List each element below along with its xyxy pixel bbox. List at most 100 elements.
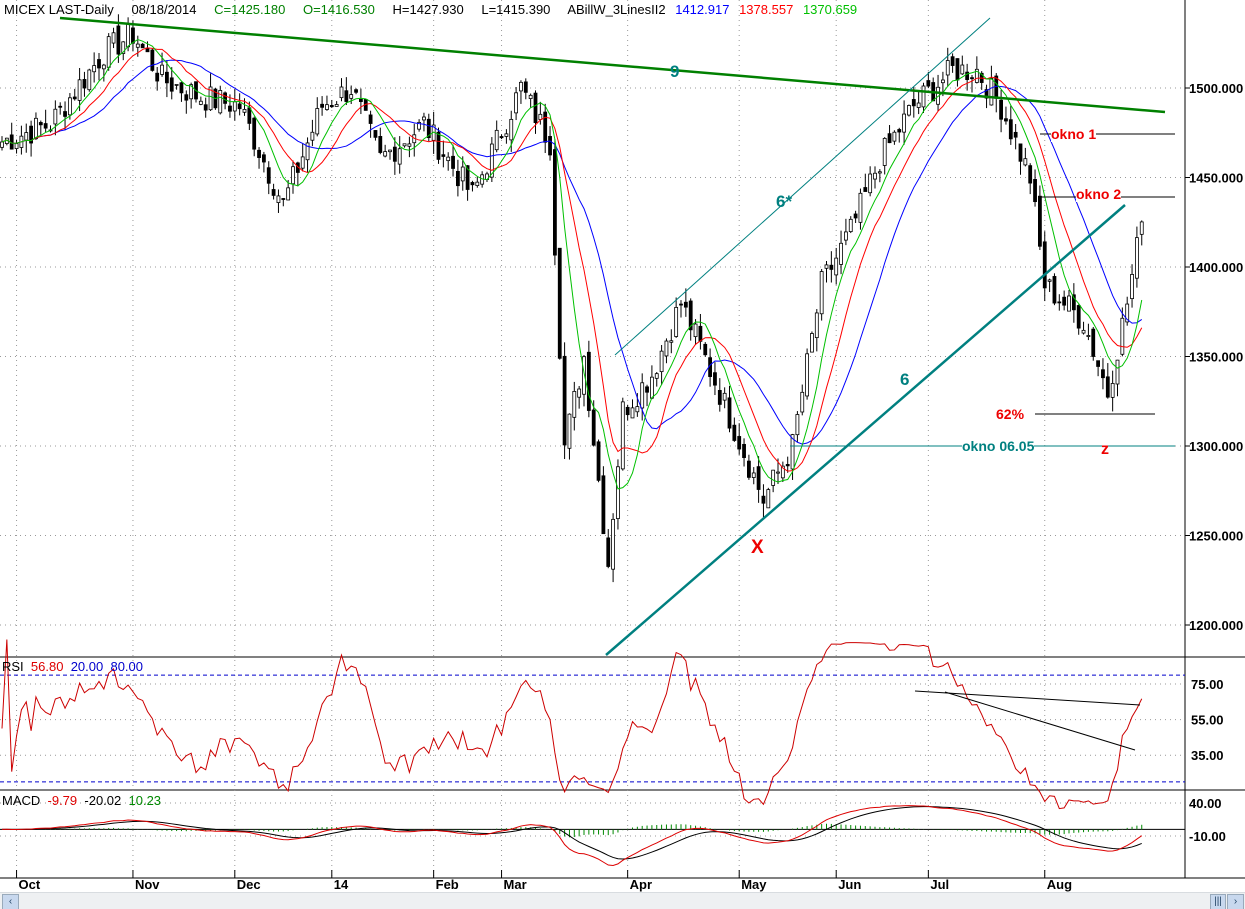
candle-body [499, 136, 504, 139]
candle [1076, 304, 1081, 335]
macd-signal: -20.02 [84, 793, 122, 808]
candle-body [659, 350, 664, 373]
candle-body [523, 81, 528, 93]
rsi-tick-label: 75.00 [1191, 677, 1224, 692]
candle [907, 104, 911, 117]
candle-body [368, 114, 373, 124]
candle [834, 247, 839, 285]
candle-body [58, 105, 63, 108]
candle-body [911, 99, 916, 107]
point-x-label: X [751, 537, 764, 558]
macd-value: -9.79 [47, 793, 78, 808]
candle [436, 127, 441, 164]
candle [1091, 326, 1096, 361]
rsi-trendline [944, 691, 1136, 751]
candle [945, 47, 950, 87]
candle [1013, 124, 1018, 150]
candle-body [1071, 294, 1076, 311]
candle [441, 140, 446, 168]
candle [698, 313, 703, 350]
candle-body [388, 149, 392, 153]
candle [1110, 370, 1115, 412]
candle-body [1033, 179, 1037, 203]
macd-histogram [6, 823, 1143, 838]
candle-body [970, 77, 974, 80]
candle-body [426, 118, 431, 139]
candle-body [1047, 279, 1052, 282]
candle [358, 88, 363, 115]
candle-body [780, 465, 785, 479]
candle [276, 189, 281, 213]
candle-body [800, 391, 805, 413]
candle-body [232, 101, 237, 112]
candle-body [562, 355, 567, 446]
candle-body [198, 100, 203, 105]
candle [669, 329, 674, 354]
candle-body [300, 156, 305, 169]
month-label: Mar [504, 877, 527, 892]
candle [737, 423, 742, 455]
candle-body [1091, 328, 1096, 357]
candle-body [179, 82, 184, 94]
trendline-6star [614, 17, 991, 356]
month-label: 14 [334, 877, 349, 892]
candle [601, 466, 606, 535]
candle-body [63, 111, 67, 117]
candle [189, 82, 194, 109]
candle-body [616, 466, 620, 519]
candle-body [77, 79, 82, 101]
candle-body [397, 148, 402, 165]
candle-body [106, 36, 111, 68]
candle-body [101, 64, 106, 70]
candle [271, 183, 276, 200]
candle-body [489, 143, 494, 178]
candle [611, 513, 615, 583]
candle-body [902, 113, 906, 133]
candle [1047, 278, 1052, 292]
candle [4, 137, 9, 146]
candle [97, 53, 101, 81]
candle [989, 65, 994, 106]
scroll-thumb[interactable]: ||| [1210, 894, 1226, 909]
candle [616, 459, 620, 530]
macd-label: MACD [2, 793, 41, 808]
ma-blue-value: 1412.917 [675, 2, 730, 17]
candle-body [747, 460, 751, 478]
candle [1105, 363, 1110, 399]
candle-body [606, 537, 611, 567]
scroll-left-icon[interactable]: ‹ [2, 894, 19, 909]
candle-body [451, 155, 455, 169]
rsi-tick-label: 55.00 [1191, 713, 1224, 728]
candle [805, 348, 809, 400]
candle-body [892, 131, 897, 142]
candle-body [470, 182, 475, 186]
candle-body [674, 306, 679, 337]
candle [48, 125, 53, 133]
candle-body [577, 388, 582, 398]
candle [873, 166, 877, 189]
scroll-right-icon[interactable]: › [1227, 894, 1244, 909]
candle [72, 88, 77, 101]
candle [1086, 323, 1091, 341]
candle-body [877, 171, 882, 174]
candle [514, 87, 518, 121]
candle [1139, 220, 1144, 246]
candle [320, 96, 325, 116]
candle-body [1101, 369, 1105, 379]
candle-body [441, 154, 446, 157]
candle-body [582, 356, 586, 395]
candle-body [475, 181, 480, 186]
trendline-9 [59, 16, 1166, 114]
candle [771, 469, 776, 493]
horizontal-scrollbar[interactable]: ‹ ||| › [0, 892, 1245, 909]
candle [722, 387, 727, 409]
candle [824, 260, 829, 283]
candle [717, 378, 722, 412]
candle-body [926, 80, 931, 87]
candle [960, 55, 965, 75]
candle-body [732, 424, 737, 441]
candle-body [591, 409, 596, 446]
candle-body [1023, 158, 1028, 166]
candle-body [436, 131, 441, 160]
